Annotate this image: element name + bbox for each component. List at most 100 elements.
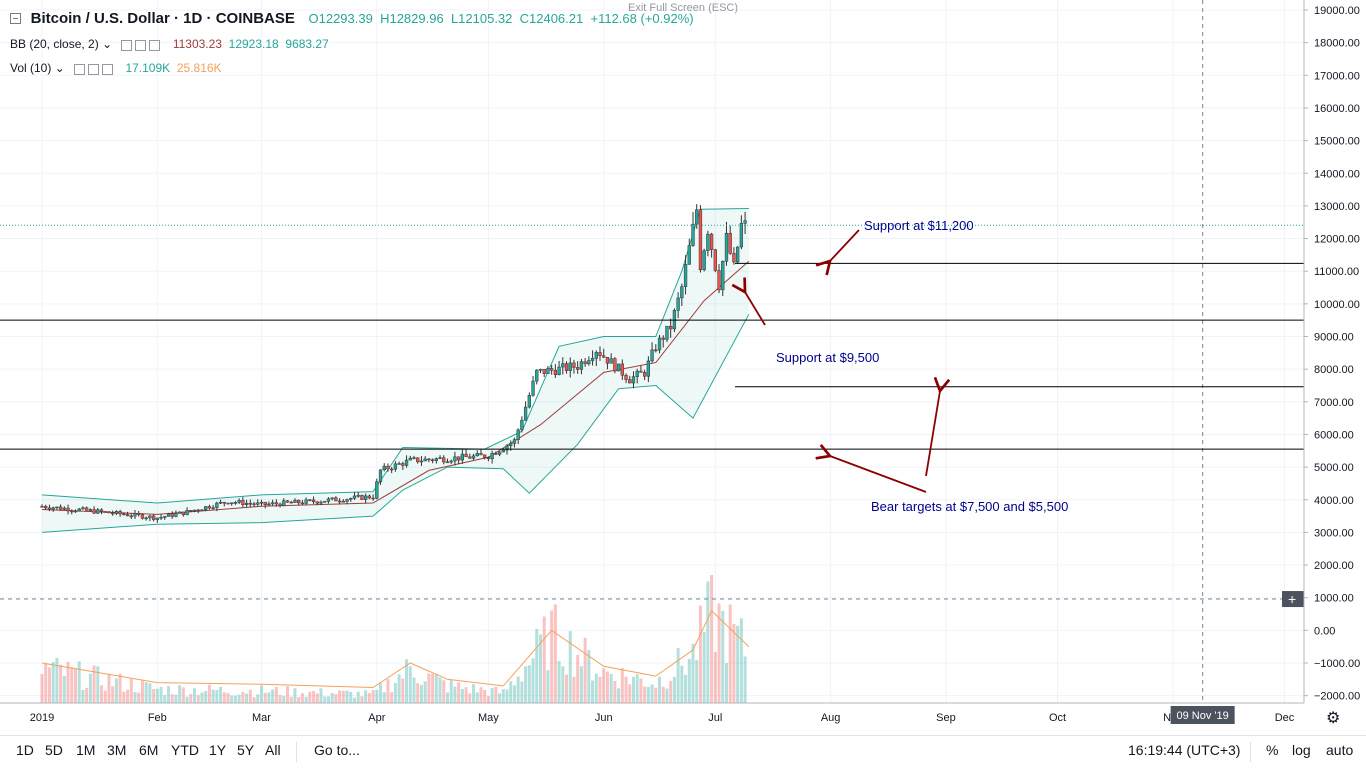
candle-body xyxy=(88,509,93,511)
tf-ytd[interactable]: YTD xyxy=(171,742,199,758)
volume-bar xyxy=(732,623,736,703)
candle-body xyxy=(103,511,107,513)
candle-body xyxy=(471,455,476,459)
candle-body xyxy=(642,372,647,377)
volume-bar xyxy=(148,683,152,703)
candle-body xyxy=(579,361,584,370)
volume-bar xyxy=(207,684,211,703)
volume-bar xyxy=(73,668,77,703)
candle-body xyxy=(535,369,539,382)
volume-bar xyxy=(631,676,635,703)
volume-bar xyxy=(602,668,606,703)
candle-body xyxy=(345,499,349,502)
candle-body xyxy=(137,512,141,515)
candle-body xyxy=(58,506,63,510)
tf-6m[interactable]: 6M xyxy=(139,742,159,758)
volume-bar xyxy=(226,693,230,703)
candlesticks xyxy=(40,204,747,523)
volume-bar xyxy=(565,674,569,703)
price-tick-label: 16000.00 xyxy=(1314,103,1360,115)
volume-bar xyxy=(576,654,580,703)
candle-body xyxy=(639,370,643,373)
candle-body xyxy=(404,459,409,466)
tf-all[interactable]: All xyxy=(265,742,281,758)
volume-bar xyxy=(728,604,732,703)
bb-legend[interactable]: BB (20, close, 2) ⌄ 11303.23 12923.18 96… xyxy=(10,37,329,52)
volume-bar xyxy=(200,692,204,703)
volume-bar xyxy=(717,603,721,703)
crosshair-plus-icon: + xyxy=(1288,591,1296,607)
volume-bar xyxy=(531,658,535,703)
candle-body xyxy=(66,507,70,512)
candle-body xyxy=(523,406,528,421)
tf-1d[interactable]: 1D xyxy=(16,742,34,758)
chevron-down-icon[interactable]: ⌄ xyxy=(54,61,65,75)
candle-body xyxy=(706,233,710,251)
volume-bar xyxy=(92,665,96,703)
volume-bar xyxy=(390,692,394,703)
candle-body xyxy=(114,511,119,514)
tf-5y[interactable]: 5Y xyxy=(237,742,255,758)
volume-bars xyxy=(40,575,750,703)
candle-body xyxy=(721,261,725,291)
candle-body xyxy=(576,367,580,370)
log-toggle[interactable]: log xyxy=(1292,742,1311,758)
candle-body xyxy=(151,515,156,520)
candle-body xyxy=(408,457,412,461)
volume-bar xyxy=(698,605,702,703)
chart-settings-gear-icon[interactable]: ⚙ xyxy=(1326,710,1341,727)
volume-bar xyxy=(624,676,628,703)
volume-bar xyxy=(486,695,490,703)
volume-bar xyxy=(419,684,423,703)
volume-bar xyxy=(710,575,714,703)
candle-body xyxy=(538,368,543,371)
vol-legend[interactable]: Vol (10) ⌄ 17.109K 25.816K xyxy=(10,61,222,76)
volume-bar xyxy=(382,692,386,703)
candle-body xyxy=(148,515,152,519)
volume-bar xyxy=(691,643,695,703)
indicator-buttons[interactable] xyxy=(121,38,163,52)
candle-body xyxy=(393,463,398,470)
candle-body xyxy=(289,501,293,504)
chevron-down-icon[interactable]: ⌄ xyxy=(102,37,113,51)
tf-1m[interactable]: 1M xyxy=(76,742,96,758)
candle-body xyxy=(512,439,517,444)
candle-body xyxy=(416,457,420,463)
exit-fullscreen-hint[interactable]: Exit Full Screen (ESC) xyxy=(628,2,739,14)
candle-body xyxy=(728,232,732,254)
volume-bar xyxy=(129,678,133,703)
volume-bar xyxy=(66,661,70,703)
collapse-icon[interactable] xyxy=(10,13,21,24)
volume-bar xyxy=(349,691,353,703)
tf-5d[interactable]: 5D xyxy=(45,742,63,758)
volume-bar xyxy=(650,684,654,703)
price-chart[interactable]: 11237.839503.257460.375549.7212406.21958… xyxy=(0,0,1366,735)
time-tick-label: Feb xyxy=(148,712,167,724)
indicator-buttons[interactable] xyxy=(74,62,116,76)
volume-bar xyxy=(211,689,215,703)
percent-toggle[interactable]: % xyxy=(1266,742,1279,758)
tf-3m[interactable]: 3M xyxy=(107,742,127,758)
volume-bar xyxy=(326,696,330,703)
volume-bar xyxy=(77,661,81,703)
volume-ma-line xyxy=(41,609,750,689)
candle-body xyxy=(293,499,297,503)
candle-body xyxy=(107,511,111,514)
candle-body xyxy=(520,419,524,431)
symbol-legend: Bitcoin / U.S. Dollar · 1D · COINBASE O1… xyxy=(10,10,694,27)
volume-bar xyxy=(535,628,539,703)
volume-bar xyxy=(341,690,345,703)
candle-body xyxy=(698,209,703,271)
candle-body xyxy=(211,507,215,509)
tf-1y[interactable]: 1Y xyxy=(209,742,227,758)
candle-body xyxy=(62,507,66,510)
goto-button[interactable]: Go to... xyxy=(314,742,360,758)
volume-bar xyxy=(654,687,658,703)
candle-body xyxy=(84,507,89,511)
volume-bar xyxy=(245,693,249,703)
auto-toggle[interactable]: auto xyxy=(1326,742,1354,758)
candle-body xyxy=(419,460,424,463)
candle-body xyxy=(732,252,736,263)
volume-bar xyxy=(360,696,364,703)
candle-body xyxy=(609,358,613,364)
